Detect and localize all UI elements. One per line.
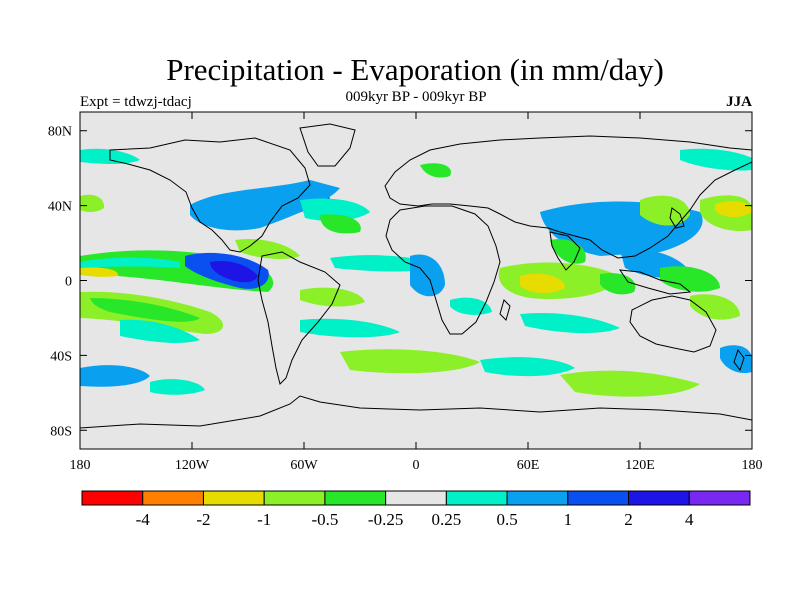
- field-aus-green: [690, 294, 740, 320]
- colorbar-label: 2: [624, 510, 633, 529]
- field-mc-green: [660, 266, 720, 292]
- field-epac-deep: [210, 260, 258, 283]
- colorbar-label: 0.5: [496, 510, 517, 529]
- colorbar-swatch: [445, 490, 508, 506]
- latitude-axis: 80N 40N 0 40S 80S: [48, 125, 752, 439]
- lat-tick-label: 40N: [48, 200, 72, 215]
- field-epac-cyan: [80, 257, 180, 268]
- field-natl-cyan: [300, 198, 370, 221]
- colorbar-label: -0.5: [311, 510, 338, 529]
- field-so-cyan: [480, 357, 575, 377]
- coast-greenland: [299, 123, 356, 167]
- coast-eurasia: [384, 135, 752, 259]
- anomaly-fields: [80, 148, 752, 397]
- colorbar-swatch: [506, 490, 569, 506]
- coast-maritime: [618, 269, 692, 295]
- colorbar-label: 4: [685, 510, 694, 529]
- longitude-axis: 180 120W 60W 0 60E 120E 180: [70, 112, 763, 473]
- colorbar-swatch: [688, 490, 751, 506]
- coast-india: [549, 231, 581, 271]
- colorbar-label: 1: [564, 510, 573, 529]
- coast-antarctica: [80, 395, 752, 429]
- colorbar-swatch: [142, 490, 204, 506]
- colorbar-label: -4: [136, 510, 151, 529]
- lon-tick-label: 60W: [290, 458, 318, 473]
- colorbar-label: -1: [257, 510, 271, 529]
- coast-north-america: [109, 137, 311, 253]
- colorbar-swatch: [385, 490, 447, 506]
- field-sopac-cyan: [150, 379, 205, 395]
- coastlines: [80, 123, 752, 429]
- field-afr-cyan: [410, 254, 445, 297]
- field-satl-cyan: [300, 318, 400, 338]
- lon-tick-label: 0: [413, 458, 420, 473]
- coast-south-america: [257, 251, 341, 385]
- field-satl-green: [300, 287, 365, 307]
- lon-tick-label: 180: [742, 458, 763, 473]
- coast-japan: [669, 207, 685, 229]
- field-carib-green: [235, 238, 300, 259]
- lon-tick-label: 120W: [175, 458, 210, 473]
- chart-title: Precipitation - Evaporation (in mm/day): [166, 52, 664, 87]
- field-natl-green: [320, 214, 361, 234]
- season-label: JJA: [726, 94, 752, 110]
- field-so-green: [340, 349, 480, 374]
- colorbar-swatch: [567, 490, 630, 506]
- field-sopac-green: [560, 370, 700, 397]
- coast-africa: [385, 205, 501, 335]
- field-npac-green: [80, 194, 105, 212]
- field-arctic-green: [420, 163, 451, 178]
- colorbar-swatch: [202, 490, 265, 506]
- colorbar: -4 -2 -1 -0.5 -0.25 0.25 0.5 1 2 4: [81, 490, 751, 529]
- field-io-green2: [600, 273, 636, 295]
- coast-madagascar: [499, 299, 511, 321]
- field-so-blue: [720, 345, 752, 374]
- colorbar-swatch: [263, 490, 326, 506]
- lon-tick-label: 180: [70, 458, 91, 473]
- colorbar-swatch: [81, 490, 144, 506]
- field-wpac-yellow: [80, 267, 119, 277]
- colorbar-swatch: [628, 490, 690, 506]
- lon-tick-label: 120E: [625, 458, 655, 473]
- lon-tick-label: 60E: [517, 458, 540, 473]
- lat-tick-label: 80S: [50, 424, 72, 439]
- field-spac-green2: [90, 298, 200, 322]
- coast-new-zealand: [733, 348, 745, 372]
- lat-tick-label: 0: [65, 275, 72, 290]
- field-io-yellow: [520, 273, 565, 294]
- chart-subtitle: 009kyr BP - 009kyr BP: [345, 89, 487, 105]
- field-sio-cyan: [520, 312, 620, 334]
- field-spac-cyan: [120, 319, 200, 343]
- field-sopac-blue: [80, 365, 150, 387]
- lat-tick-label: 40S: [50, 349, 72, 364]
- field-japan-green: [640, 195, 690, 226]
- experiment-label: Expt = tdwzj-tdacj: [80, 94, 192, 110]
- colorbar-label: 0.25: [431, 510, 461, 529]
- field-npac-east-yellow: [715, 201, 752, 218]
- lat-tick-label: 80N: [48, 125, 72, 140]
- colorbar-swatch: [324, 490, 387, 506]
- colorbar-label: -0.25: [368, 510, 403, 529]
- colorbar-label: -2: [196, 510, 210, 529]
- field-arctic-cyan: [680, 148, 752, 171]
- coast-australia: [629, 295, 717, 353]
